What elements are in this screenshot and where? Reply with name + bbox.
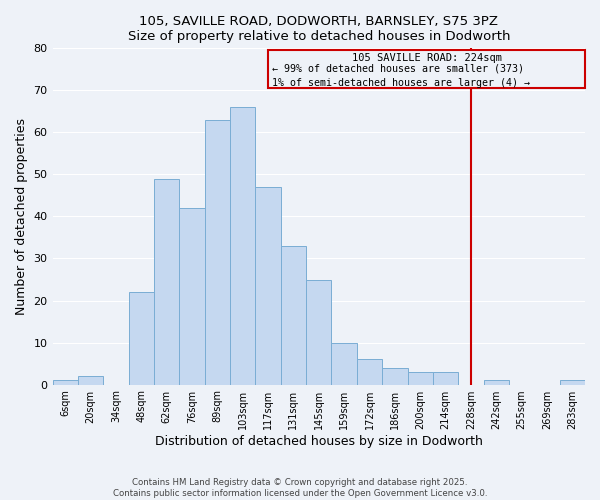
Bar	[53, 380, 78, 384]
Bar	[230, 107, 256, 384]
Bar	[484, 380, 509, 384]
Bar	[560, 380, 585, 384]
Bar	[154, 178, 179, 384]
Bar	[306, 280, 331, 384]
Bar	[256, 187, 281, 384]
Bar	[357, 360, 382, 384]
Bar	[407, 372, 433, 384]
Bar	[433, 372, 458, 384]
Text: 105 SAVILLE ROAD: 224sqm: 105 SAVILLE ROAD: 224sqm	[352, 52, 502, 62]
Text: Contains HM Land Registry data © Crown copyright and database right 2025.
Contai: Contains HM Land Registry data © Crown c…	[113, 478, 487, 498]
Bar	[78, 376, 103, 384]
X-axis label: Distribution of detached houses by size in Dodworth: Distribution of detached houses by size …	[155, 434, 483, 448]
Title: 105, SAVILLE ROAD, DODWORTH, BARNSLEY, S75 3PZ
Size of property relative to deta: 105, SAVILLE ROAD, DODWORTH, BARNSLEY, S…	[128, 15, 510, 43]
Bar	[382, 368, 407, 384]
Bar	[281, 246, 306, 384]
Text: ← 99% of detached houses are smaller (373): ← 99% of detached houses are smaller (37…	[272, 63, 524, 73]
Text: 1% of semi-detached houses are larger (4) →: 1% of semi-detached houses are larger (4…	[272, 78, 530, 88]
Bar	[205, 120, 230, 384]
FancyBboxPatch shape	[268, 50, 585, 88]
Bar	[128, 292, 154, 384]
Y-axis label: Number of detached properties: Number of detached properties	[15, 118, 28, 315]
Bar	[179, 208, 205, 384]
Bar	[331, 342, 357, 384]
